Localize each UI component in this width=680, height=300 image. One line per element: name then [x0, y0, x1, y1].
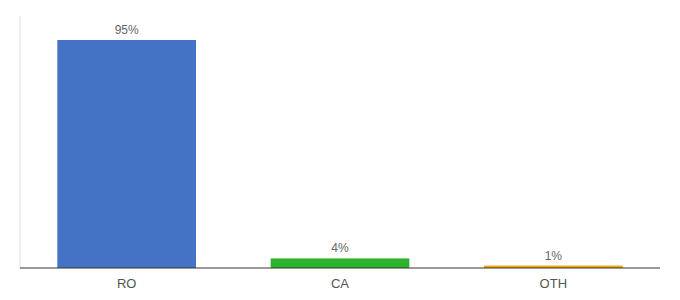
x-tick-label: CA: [331, 276, 349, 291]
data-label: 95%: [115, 23, 139, 37]
bar: [271, 258, 410, 268]
data-label: 1%: [545, 249, 563, 263]
y-axis-line: [20, 16, 21, 268]
chart-svg: 95% 4% 1% RO CA OTH: [0, 0, 680, 300]
data-label: 4%: [331, 241, 349, 255]
x-axis: [20, 267, 660, 268]
x-tick-label: OTH: [540, 276, 567, 291]
bar: [57, 40, 196, 268]
chart-container: 95% 4% 1% RO CA OTH: [0, 0, 680, 300]
bars: [57, 40, 622, 268]
x-tick-label: RO: [117, 276, 137, 291]
